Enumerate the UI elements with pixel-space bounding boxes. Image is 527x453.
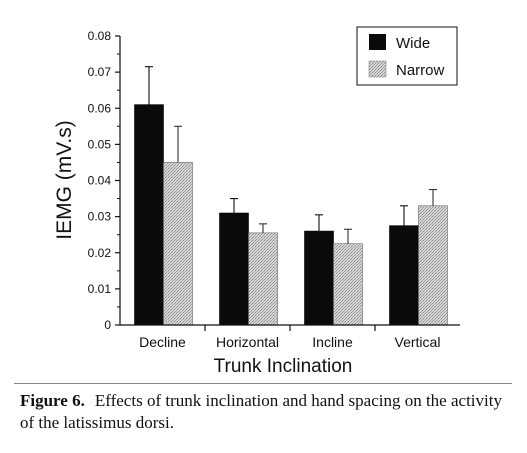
bar-narrow-decline (163, 162, 193, 326)
caption-divider (14, 383, 512, 384)
legend-swatch-wide (369, 34, 386, 50)
bar-narrow-incline (333, 243, 363, 326)
bar-wide-horizontal (219, 212, 249, 326)
y-tick-label: 0.01 (88, 282, 112, 296)
bar-wide-incline (304, 230, 334, 326)
y-tick-label: 0.08 (88, 29, 112, 43)
y-tick-label: 0.07 (88, 65, 112, 79)
y-tick-label: 0.05 (88, 137, 112, 151)
x-tick-label: Vertical (395, 334, 441, 350)
y-tick-label: 0.06 (88, 101, 112, 115)
figure-caption: Figure 6. Effects of trunk inclination an… (20, 390, 510, 434)
y-axis-label: IEMG (mV.s) (53, 120, 76, 239)
legend-label-narrow: Narrow (396, 62, 445, 79)
y-tick-label: 0 (104, 318, 111, 332)
bar-wide-decline (134, 104, 164, 326)
legend-swatch-narrow (368, 60, 387, 78)
bar-chart: 0 0.01 0.02 0.03 0.04 0.05 0.06 0.07 0.08 Declin… (53, 26, 460, 377)
y-tick-label: 0.02 (88, 246, 112, 260)
x-axis-label: Trunk Inclination (214, 356, 353, 377)
x-tick-label: Horizontal (216, 334, 279, 350)
caption-label: Figure 6. (20, 391, 85, 410)
caption-text: Effects of trunk inclination and hand sp… (20, 391, 502, 432)
y-tick-label: 0.04 (88, 174, 112, 188)
x-tick-label: Incline (312, 334, 353, 350)
legend-label-wide: Wide (396, 35, 430, 52)
y-tick-label: 0.03 (88, 210, 112, 224)
legend: Wide Narrow (356, 26, 458, 86)
x-tick-label: Decline (139, 334, 186, 350)
bar-wide-vertical (389, 225, 419, 326)
bar-narrow-horizontal (248, 232, 278, 326)
bar-narrow-vertical (418, 205, 448, 326)
